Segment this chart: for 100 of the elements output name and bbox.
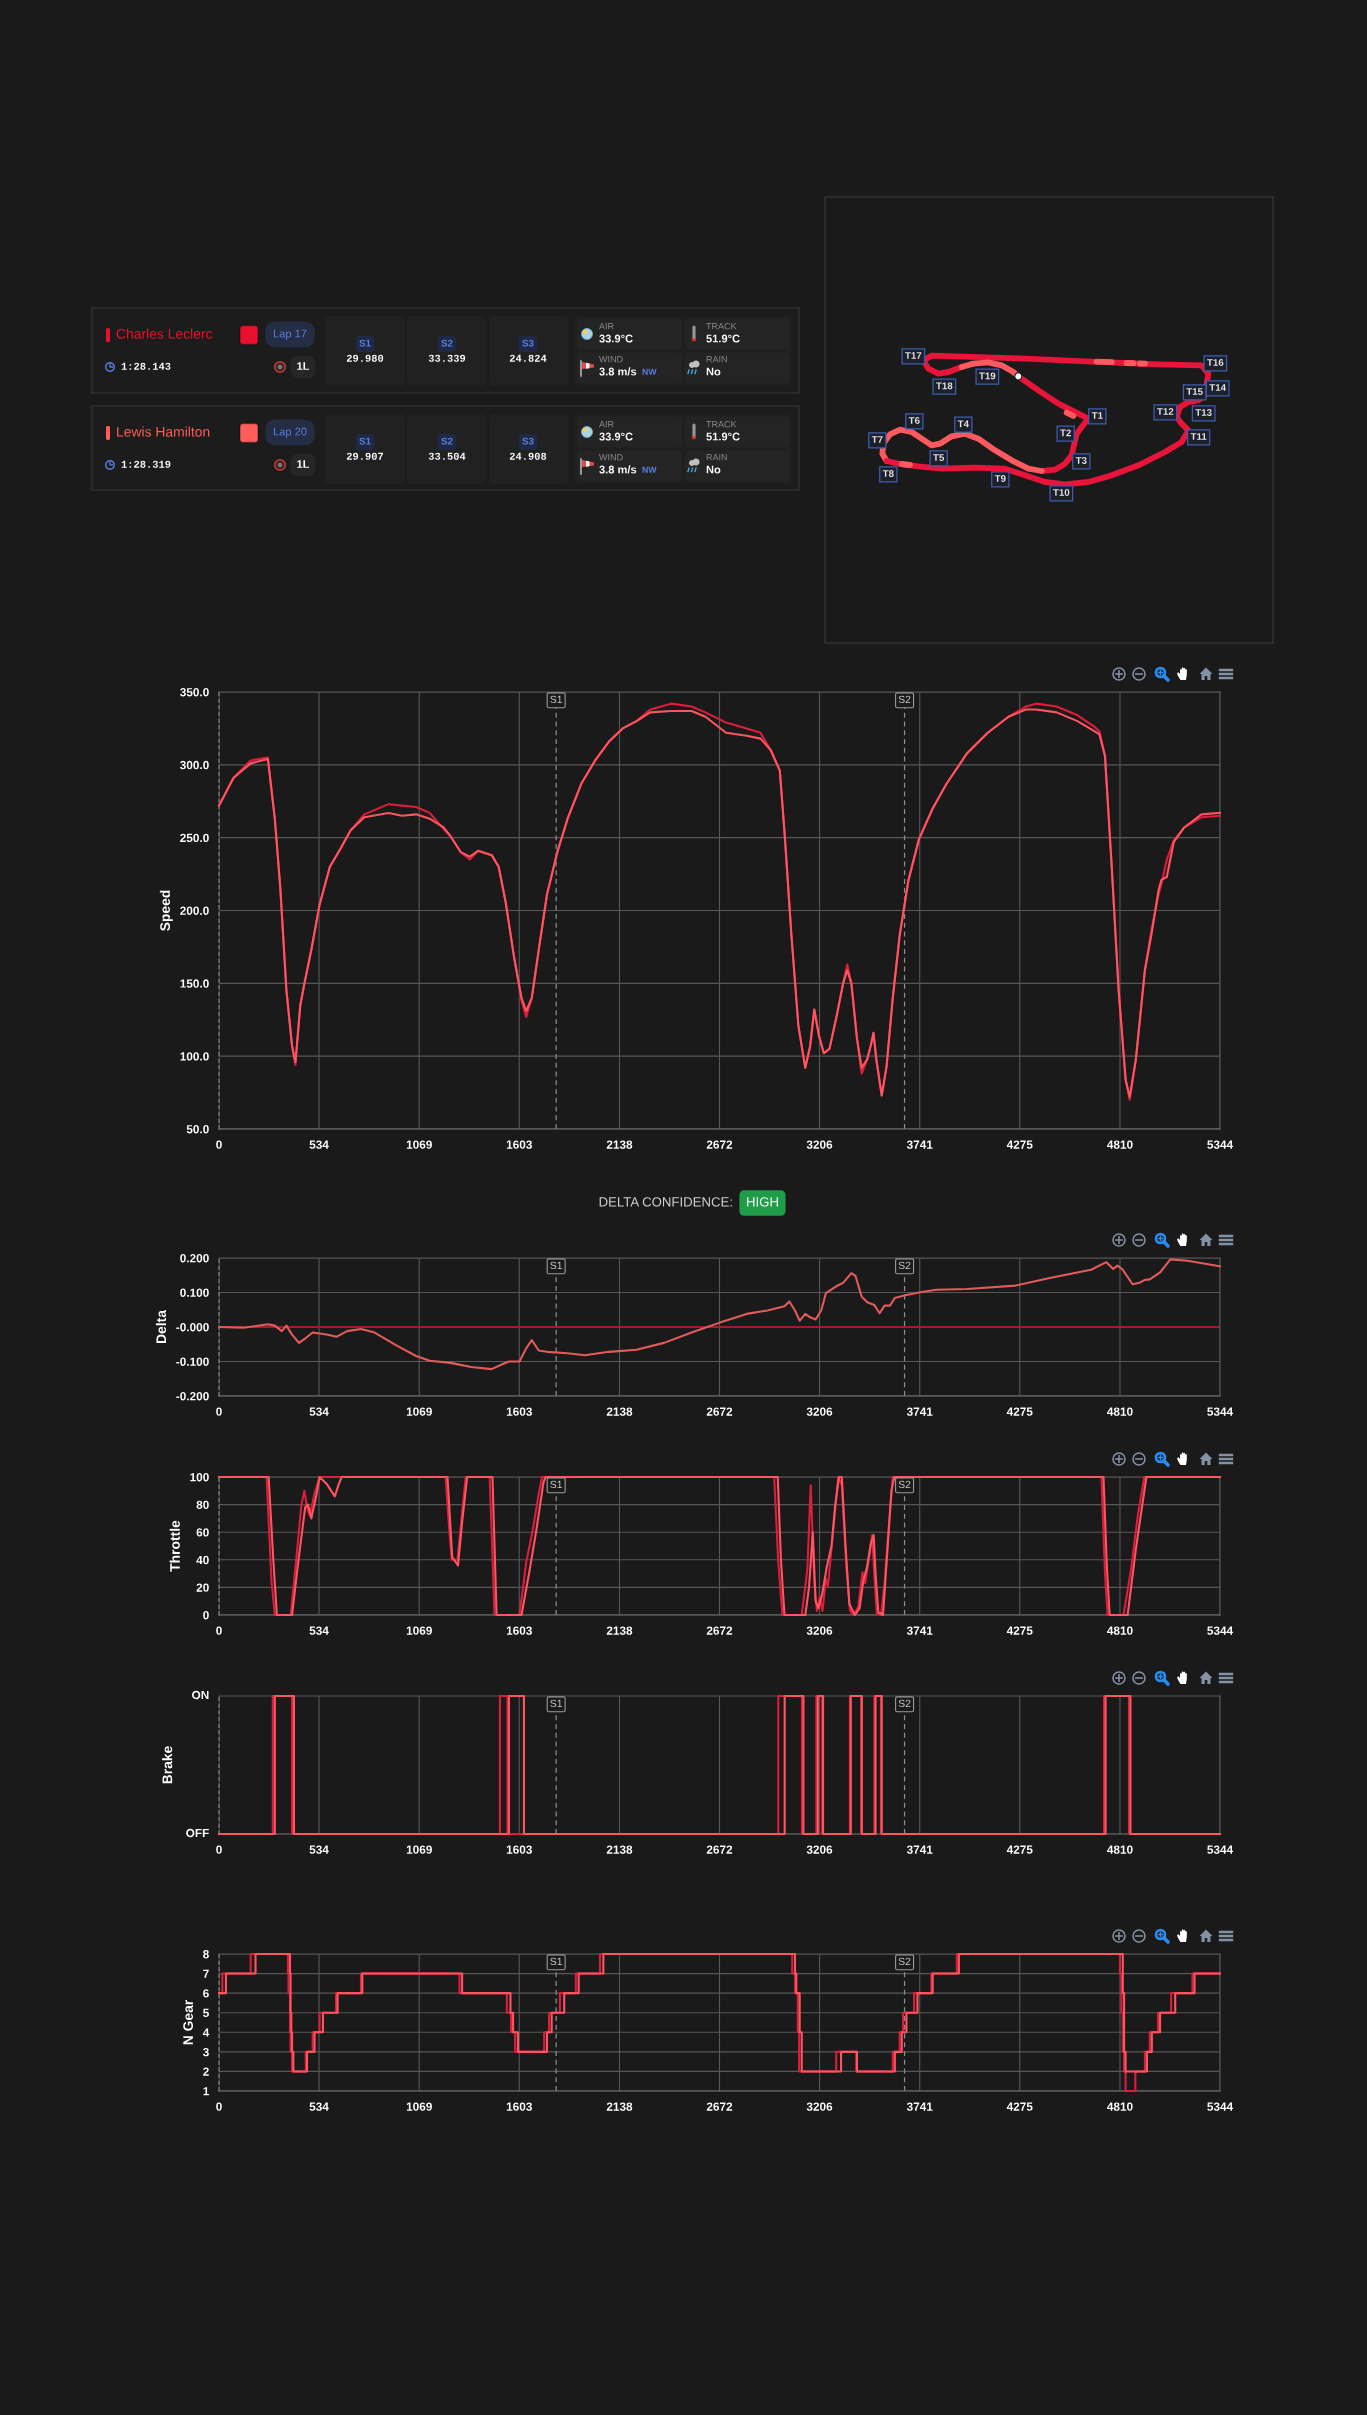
x-tick-label: 2672 [706, 1845, 733, 1854]
x-tick-label: 5344 [1207, 2102, 1234, 2111]
x-tick-label: 3741 [906, 2102, 933, 2111]
text: 1L [297, 362, 310, 370]
x-tick-label: 1069 [406, 1407, 432, 1416]
text: T11 [1190, 433, 1207, 440]
ref-line-label: S2 [898, 1957, 911, 1966]
x-tick-label: 1069 [406, 1140, 432, 1149]
y-axis-title: Speed [159, 890, 173, 931]
text: 33.339 [428, 354, 466, 362]
x-tick-label: 4810 [1107, 1140, 1133, 1149]
x-tick-label: 3206 [806, 1140, 833, 1149]
y-tick-label: 300.0 [180, 760, 209, 770]
x-tick-label: 1603 [506, 1140, 532, 1149]
text: T12 [1157, 408, 1174, 415]
x-tick-label: 534 [309, 1140, 329, 1149]
text: T9 [994, 475, 1006, 482]
text: T10 [1053, 489, 1070, 496]
ref-line-label: S1 [550, 695, 563, 704]
text: Lap 17 [273, 329, 307, 340]
y-tick-label: 0 [203, 1611, 209, 1620]
y-tick-label: 100.0 [180, 1052, 209, 1061]
x-tick-label: 534 [309, 1845, 329, 1854]
x-tick-label: 534 [309, 1407, 329, 1416]
text: 51.9°C [706, 432, 740, 441]
x-tick-label: 0 [216, 1626, 222, 1635]
text: 29.980 [346, 354, 384, 362]
x-tick-label: 4810 [1107, 1626, 1133, 1635]
x-tick-label: 0 [216, 1845, 222, 1854]
text: S2 [441, 339, 453, 347]
x-tick-label: 5344 [1207, 1140, 1234, 1149]
x-tick-label: 4275 [1006, 1407, 1033, 1416]
x-tick-label: 4275 [1006, 1626, 1033, 1635]
y-tick-label: 7 [203, 1969, 209, 1978]
text: 3.8 m/s [599, 367, 637, 376]
y-tick-label: 250.0 [180, 833, 209, 843]
x-tick-label: 5344 [1207, 1407, 1234, 1416]
text: 1:28.319 [121, 460, 171, 468]
text: 3.8 m/s [599, 465, 637, 474]
text: 33.9°C [599, 432, 633, 441]
x-tick-label: 3206 [806, 2102, 833, 2111]
x-tick-label: 3206 [806, 1626, 833, 1635]
text: AIR [599, 323, 614, 330]
x-tick-label: 0 [216, 1407, 222, 1416]
text: T2 [1060, 429, 1071, 437]
text: Lewis Hamilton [117, 426, 210, 437]
y-tick-label: 40 [196, 1555, 209, 1565]
text: HIGH [747, 1197, 778, 1207]
x-tick-label: 3206 [806, 1845, 833, 1854]
x-tick-label: 4810 [1107, 1845, 1133, 1854]
ref-line-label: S2 [898, 1261, 911, 1270]
text: TRACK [706, 323, 737, 330]
x-tick-label: 2672 [706, 2102, 733, 2111]
x-tick-label: 2138 [606, 2102, 633, 2111]
y-axis-title: Throttle [169, 1520, 180, 1572]
text: T18 [936, 382, 953, 390]
y-tick-label: 50.0 [186, 1125, 209, 1134]
text: WIND [599, 454, 623, 461]
text: ON [192, 1690, 209, 1700]
x-tick-label: 5344 [1207, 1626, 1234, 1635]
text: No [706, 465, 721, 474]
x-tick-label: 0 [216, 2102, 222, 2111]
text: T3 [1075, 457, 1087, 464]
x-tick-label: 2672 [706, 1407, 733, 1416]
y-tick-label: 20 [196, 1583, 209, 1592]
text: 33.504 [428, 452, 466, 460]
ref-line-label: S2 [898, 1480, 911, 1489]
x-tick-label: 4810 [1107, 2102, 1133, 2111]
text: T17 [905, 352, 922, 359]
x-tick-label: 2138 [606, 1626, 633, 1635]
text: T7 [871, 436, 883, 443]
y-tick-label: -0.200 [176, 1392, 209, 1401]
text: 1L [297, 460, 310, 468]
y-tick-label: 5 [203, 2008, 209, 2018]
text: RAIN [706, 454, 727, 461]
y-tick-label: 80 [196, 1500, 209, 1509]
text: S2 [441, 437, 453, 445]
text: T19 [979, 372, 996, 380]
y-tick-label: 0.100 [180, 1288, 209, 1297]
x-tick-label: 0 [216, 1140, 222, 1149]
text: 1:28.143 [121, 362, 171, 370]
y-axis-title: Delta [155, 1309, 167, 1344]
text: 51.9°C [706, 334, 740, 343]
text: 29.907 [346, 452, 384, 460]
x-tick-label: 3206 [806, 1407, 833, 1416]
text: NW [642, 466, 657, 473]
text: T16 [1207, 359, 1224, 366]
y-tick-label: -0.000 [176, 1323, 209, 1332]
ref-line-label: S1 [550, 1699, 563, 1708]
text: T15 [1186, 388, 1203, 395]
text: TRACK [706, 421, 737, 428]
x-tick-label: 4275 [1006, 1140, 1033, 1149]
x-tick-label: 1603 [506, 1626, 532, 1635]
y-tick-label: 100 [190, 1473, 209, 1482]
text: T14 [1209, 384, 1226, 391]
text: T1 [1091, 412, 1103, 419]
text: Lap 20 [273, 427, 307, 438]
x-tick-label: 3741 [906, 1140, 933, 1149]
text: T4 [957, 420, 969, 428]
y-tick-label: 3 [202, 2047, 209, 2057]
